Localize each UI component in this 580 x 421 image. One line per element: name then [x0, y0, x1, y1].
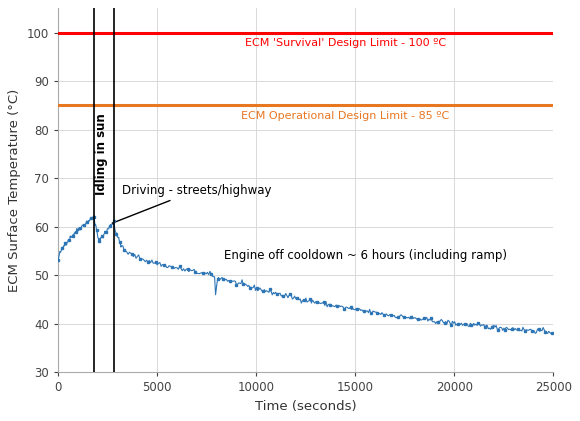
Text: ECM Operational Design Limit - 85 ºC: ECM Operational Design Limit - 85 ºC — [241, 111, 450, 121]
Text: Engine off cooldown ~ 6 hours (including ramp): Engine off cooldown ~ 6 hours (including… — [223, 249, 506, 262]
Text: Driving - streets/highway: Driving - streets/highway — [112, 184, 271, 223]
Y-axis label: ECM Surface Temperature (°C): ECM Surface Temperature (°C) — [8, 88, 21, 292]
Text: ECM 'Survival' Design Limit - 100 ºC: ECM 'Survival' Design Limit - 100 ºC — [245, 38, 446, 48]
X-axis label: Time (seconds): Time (seconds) — [255, 400, 357, 413]
Text: Idling in sun: Idling in sun — [95, 113, 108, 195]
